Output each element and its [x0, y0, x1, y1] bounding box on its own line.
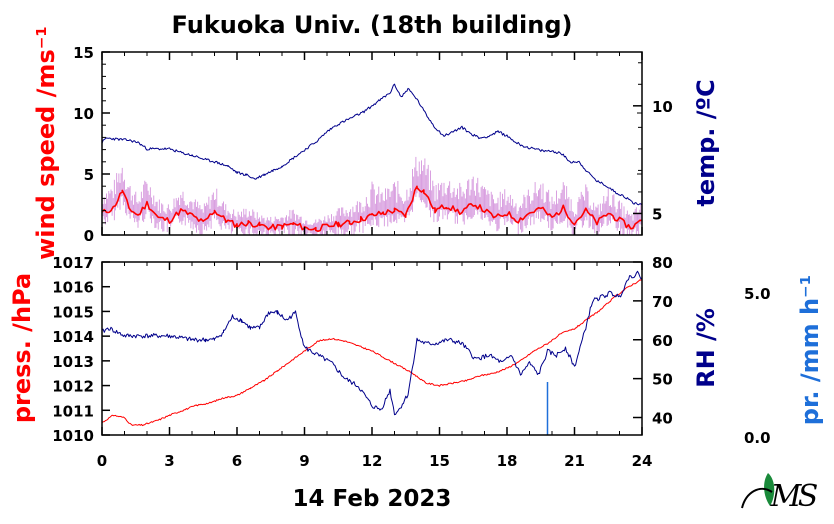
date-label: 14 Feb 2023 [293, 486, 452, 512]
wind-speed-series [101, 185, 643, 232]
pressure-ytick-label: 1010 [52, 427, 94, 445]
xtick-label: 21 [564, 452, 585, 470]
precip-ytick-label: 0.0 [744, 429, 771, 447]
xtick-label: 6 [232, 452, 242, 470]
pressure-rh-panel: 1010 1011 1012 1013 1014 1015 1016 1017 40 50 60 70… [8, 254, 824, 447]
temperature-axis-label: temp. /ºC [692, 79, 720, 206]
rh-axis-label: RH /% [692, 308, 720, 388]
wind-temp-panel: 0 5 10 15 5 10 wind speed /ms⁻¹ temp. /ºC [32, 26, 720, 260]
rh-ytick-label: 60 [652, 332, 673, 350]
chart-title: Fukuoka Univ. (18th building) [172, 11, 573, 39]
xtick-label: 0 [97, 452, 107, 470]
temperature-series [101, 83, 643, 206]
logo-text: M [770, 479, 803, 514]
mes-logo: M S [741, 473, 819, 514]
pressure-rh-frame [101, 261, 643, 436]
logo-swirl [741, 487, 773, 509]
xtick-label: 12 [362, 452, 383, 470]
wind-ytick-label: 15 [73, 44, 94, 62]
pressure-ytick-label: 1012 [52, 378, 94, 396]
pressure-series [101, 278, 643, 427]
wind-ytick-label: 5 [84, 166, 94, 184]
xtick-label: 9 [299, 452, 309, 470]
pressure-axis-label: press. /hPa [8, 273, 36, 423]
temp-ytick-label: 5 [652, 205, 662, 223]
pressure-ytick-label: 1011 [52, 402, 94, 420]
wind-speed-axis-label: wind speed /ms⁻¹ [32, 26, 60, 260]
xtick-label: 24 [632, 452, 653, 470]
logo-text-2: S [798, 479, 819, 514]
pressure-ytick-label: 1017 [52, 254, 94, 272]
rh-ytick-label: 50 [652, 371, 673, 389]
rh-series [101, 270, 643, 416]
pressure-ytick-label: 1013 [52, 353, 94, 371]
xtick-label: 3 [164, 452, 174, 470]
temp-ytick-label: 10 [652, 98, 673, 116]
pressure-ytick-label: 1016 [52, 279, 94, 297]
precip-axis-label: pr. /mm h⁻¹ [796, 275, 824, 425]
wind-ytick-label: 10 [73, 105, 94, 123]
precip-ytick-label: 5.0 [744, 285, 771, 303]
rh-ytick-label: 70 [652, 293, 673, 311]
wind-gust-series [101, 156, 642, 235]
wind-ytick-label: 0 [84, 227, 94, 245]
pressure-ytick-label: 1015 [52, 303, 94, 321]
rh-ytick-label: 40 [652, 410, 673, 428]
pressure-ytick-label: 1014 [52, 328, 94, 346]
rh-ytick-label: 80 [652, 254, 673, 272]
xtick-label: 18 [497, 452, 518, 470]
xtick-label: 15 [429, 452, 450, 470]
